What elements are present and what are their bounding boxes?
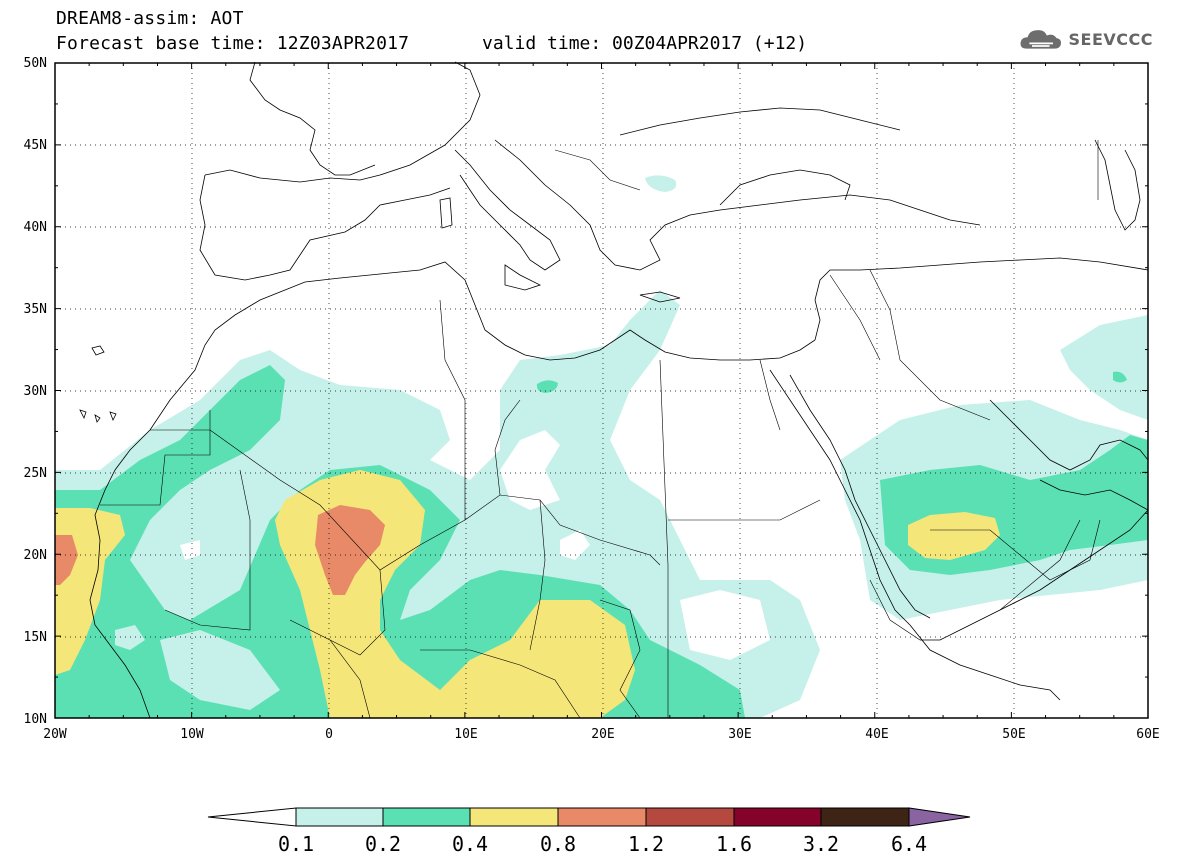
lon-tick-label: 10W <box>180 727 204 742</box>
lon-tick-label: 10E <box>454 727 477 742</box>
colorbar-label: 3.2 <box>803 832 839 856</box>
colorbar-high-arrow <box>908 807 971 827</box>
lat-tick-label: 35N <box>24 302 47 317</box>
colorbar-label: 0.2 <box>365 832 401 856</box>
colorbar-segment <box>382 807 471 827</box>
cloud-icon <box>1020 30 1061 49</box>
colorbar: 0.1 0.2 0.4 0.8 1.2 1.6 3.2 6.4 <box>207 807 971 856</box>
colorbar-segment <box>295 807 384 827</box>
forecast-base-time: Forecast base time: 12Z03APR2017 <box>56 33 410 54</box>
lon-tick-label: 20E <box>591 727 614 742</box>
colorbar-label: 0.4 <box>452 832 488 856</box>
map-title: DREAM8-assim: AOT <box>56 8 244 29</box>
lon-tick-label: 50E <box>1002 727 1025 742</box>
lon-tick-labels: 20W 10W 0 10E 20E 30E 40E 50E 60E <box>43 727 1159 742</box>
colorbar-label: 0.1 <box>278 832 314 856</box>
lon-tick-label: 20W <box>43 727 67 742</box>
lon-tick-label: 0 <box>325 727 333 742</box>
lat-tick-labels: 10N 15N 20N 25N 30N 35N 40N 45N 50N <box>24 56 47 727</box>
colorbar-low-arrow <box>207 807 297 827</box>
logo-text: SEEVCCC <box>1068 29 1153 49</box>
coastlines <box>79 61 1149 719</box>
colorbar-label: 0.8 <box>540 832 576 856</box>
lon-tick-label: 60E <box>1136 727 1159 742</box>
lat-tick-label: 45N <box>24 138 47 153</box>
colorbar-label: 6.4 <box>891 832 927 856</box>
lat-tick-label: 15N <box>24 630 47 645</box>
colorbar-segment <box>733 807 822 827</box>
colorbar-label: 1.6 <box>716 832 752 856</box>
colorbar-segment <box>645 807 735 827</box>
colorbar-segment <box>557 807 647 827</box>
aot-field <box>55 175 1148 718</box>
lon-tick-label: 30E <box>728 727 751 742</box>
colorbar-segment <box>469 807 559 827</box>
lat-tick-label: 30N <box>24 384 47 399</box>
seevccc-logo: SEEVCCC <box>1018 22 1153 56</box>
grid-lines <box>55 63 1148 718</box>
lat-tick-label: 20N <box>24 548 47 563</box>
valid-time: valid time: 00Z04APR2017 (+12) <box>482 33 808 54</box>
lat-tick-label: 50N <box>24 56 47 71</box>
colorbar-label: 1.2 <box>628 832 664 856</box>
lat-tick-label: 40N <box>24 220 47 235</box>
tick-marks <box>54 62 1149 719</box>
colorbar-segment <box>820 807 910 827</box>
lon-tick-label: 40E <box>865 727 888 742</box>
lat-tick-label: 25N <box>24 466 47 481</box>
lat-tick-label: 10N <box>24 712 47 727</box>
